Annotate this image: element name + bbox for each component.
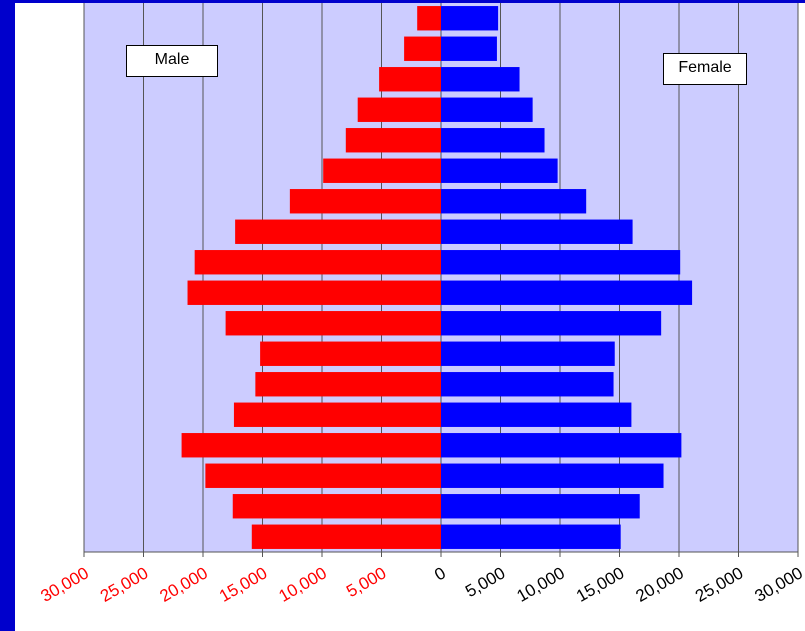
- male-bar-6: [260, 341, 441, 366]
- x-tick-label-9: 15,000: [573, 563, 628, 605]
- x-axis: [83, 551, 799, 557]
- x-tick-label-7: 5,000: [462, 563, 508, 601]
- male-bar-11: [289, 189, 441, 214]
- male-bar-12: [323, 158, 441, 183]
- male-bar-2: [205, 463, 441, 488]
- female-bar-17: [441, 6, 499, 31]
- x-tick-labels: 30,000 25,000 20,000 15,000 10,000 5,000 0 5,00…: [37, 563, 805, 605]
- female-bar-12: [441, 158, 558, 183]
- x-tick-label-1: 25,000: [97, 563, 152, 605]
- female-bar-13: [441, 128, 545, 153]
- female-bar-3: [441, 433, 682, 458]
- female-bar-1: [441, 494, 640, 519]
- x-tick-label-11: 25,000: [692, 563, 747, 605]
- male-bar-9: [194, 250, 441, 275]
- male-bar-16: [404, 36, 441, 61]
- male-bar-10: [235, 219, 441, 244]
- female-bar-10: [441, 219, 633, 244]
- legend-male-label: Male: [154, 51, 190, 68]
- female-bar-8: [441, 280, 693, 305]
- legend-female: Female: [663, 53, 747, 85]
- legend-female-label: Female: [678, 59, 732, 76]
- x-tick-label-4: 10,000: [275, 563, 330, 605]
- legend-male: Male: [126, 45, 218, 77]
- male-bar-8: [187, 280, 441, 305]
- female-bar-14: [441, 97, 533, 122]
- gridlines: [83, 3, 799, 552]
- male-bar-4: [233, 402, 441, 427]
- female-bar-4: [441, 402, 632, 427]
- female-bar-7: [441, 311, 662, 336]
- top-border-strip: [0, 0, 805, 3]
- male-bar-3: [181, 433, 441, 458]
- x-tick-label-5: 5,000: [343, 563, 389, 601]
- x-tick-label-3: 15,000: [216, 563, 271, 605]
- female-bar-11: [441, 189, 587, 214]
- x-tick-label-10: 20,000: [632, 563, 687, 605]
- male-bar-13: [345, 128, 441, 153]
- female-bar-5: [441, 372, 614, 397]
- female-bar-16: [441, 36, 497, 61]
- x-tick-label-0: 30,000: [37, 563, 92, 605]
- x-tick-label-12: 30,000: [751, 563, 805, 605]
- male-bar-14: [357, 97, 441, 122]
- female-bar-6: [441, 341, 615, 366]
- male-bar-17: [417, 6, 441, 31]
- female-bar-15: [441, 67, 520, 92]
- male-bar-15: [379, 67, 441, 92]
- female-bar-9: [441, 250, 681, 275]
- bars: [181, 6, 693, 549]
- x-tick-label-8: 10,000: [513, 563, 568, 605]
- male-bar-1: [232, 494, 441, 519]
- female-bar-2: [441, 463, 664, 488]
- x-tick-label-2: 20,000: [156, 563, 211, 605]
- male-bar-0: [251, 524, 441, 549]
- male-bar-7: [225, 311, 441, 336]
- male-bar-5: [255, 372, 441, 397]
- left-border-strip: [0, 0, 15, 631]
- x-tick-label-6: 0: [431, 563, 449, 584]
- female-bar-0: [441, 524, 621, 549]
